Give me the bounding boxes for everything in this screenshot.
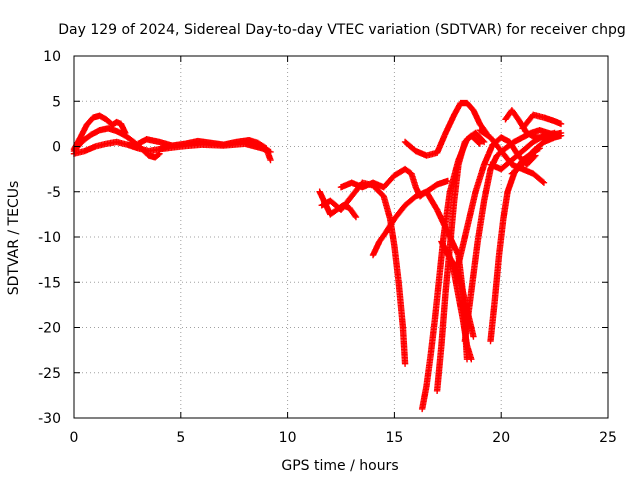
y-tick-label: -20 [38, 321, 61, 337]
x-axis-label: GPS time / hours [281, 458, 398, 474]
x-tick-label: 20 [492, 430, 510, 446]
y-tick-label: -10 [38, 230, 61, 246]
x-tick-label: 0 [70, 430, 79, 446]
data-point-markers [487, 129, 558, 173]
data-point-markers [519, 111, 565, 132]
x-tick-label: 10 [279, 430, 297, 446]
y-tick-label: -30 [38, 411, 61, 427]
data-point-markers [318, 179, 409, 367]
series-arc-22 [444, 247, 475, 363]
series-arc-19 [476, 127, 548, 186]
data-point-markers [156, 140, 274, 156]
data-marks [70, 99, 565, 413]
axis-ticks: 0 5 10 15 20 25 10 5 0 -5 -10 -15 -20 -25 -30 [38, 49, 617, 446]
data-point-markers [433, 132, 484, 395]
y-tick-label: -25 [38, 366, 61, 382]
data-point-markers [401, 99, 490, 159]
data-point-markers [476, 127, 548, 186]
data-point-markers [487, 145, 543, 345]
grid-lines [74, 56, 608, 418]
series-arc-15 [487, 145, 543, 345]
x-tick-label: 15 [385, 430, 403, 446]
series-arc-12 [433, 132, 484, 395]
series-arc-7 [318, 179, 409, 367]
y-tick-label: 10 [43, 49, 61, 65]
y-tick-label: 5 [52, 94, 61, 110]
x-tick-label: 25 [599, 430, 617, 446]
y-tick-label: -5 [47, 185, 61, 201]
y-axis-label: SDTVAR / TECUs [6, 181, 22, 296]
data-point-markers [444, 247, 475, 363]
y-tick-label: 0 [52, 140, 61, 156]
series-arc-17 [519, 111, 565, 132]
series-arc-20 [487, 129, 558, 173]
x-tick-label: 5 [176, 430, 185, 446]
series-arc-5 [156, 140, 274, 156]
chart-title: Day 129 of 2024, Sidereal Day-to-day VTE… [58, 22, 626, 38]
y-tick-label: -15 [38, 275, 61, 291]
series-arc-10 [401, 99, 490, 159]
